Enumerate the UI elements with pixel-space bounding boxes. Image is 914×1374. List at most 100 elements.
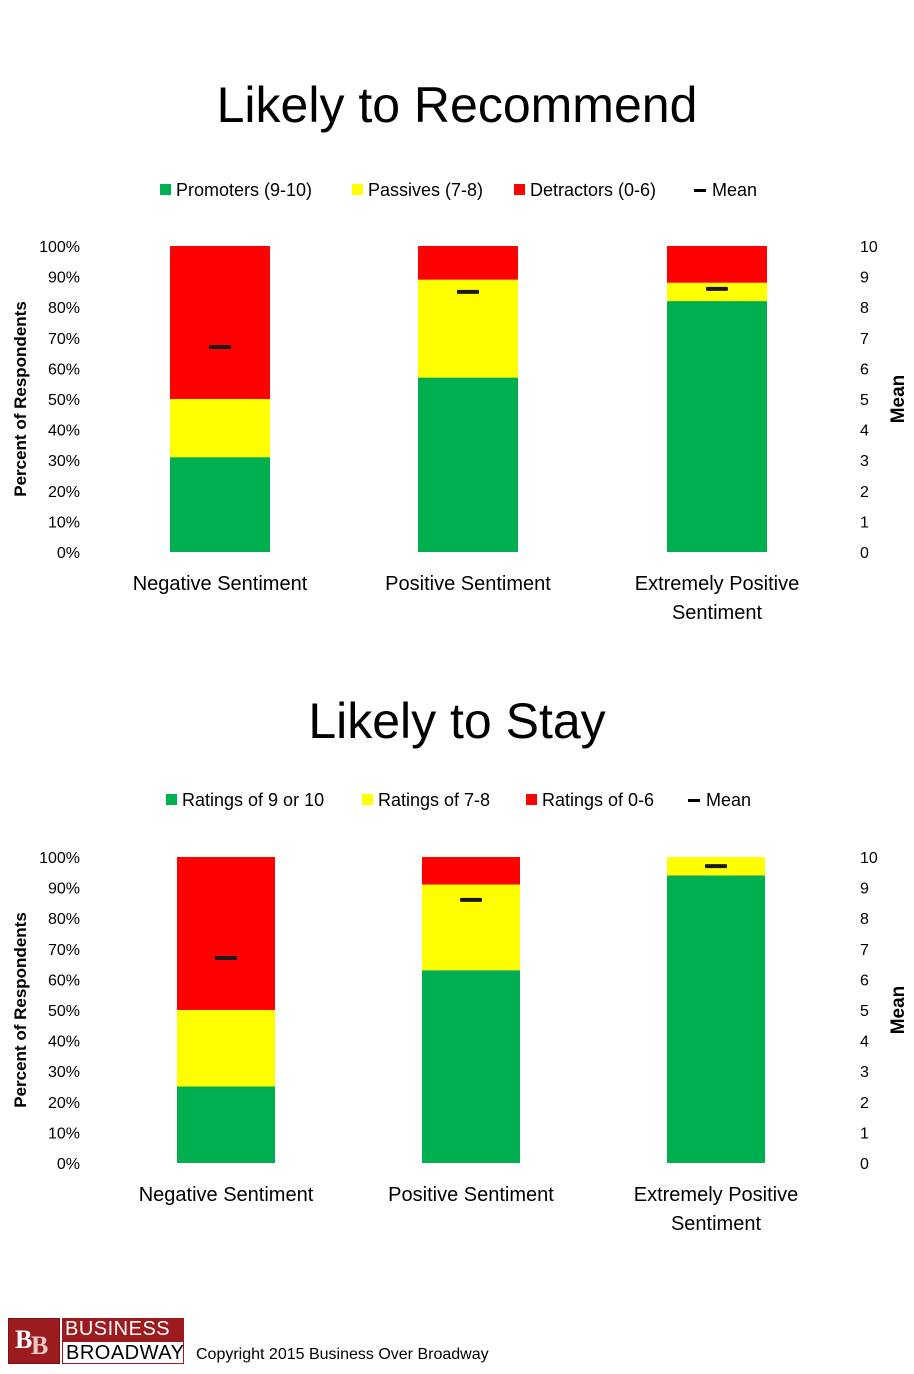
bar-segment	[177, 1010, 275, 1087]
category-label: Sentiment	[672, 602, 762, 624]
y-tick-label: 40%	[48, 423, 80, 440]
mean-marker	[457, 289, 479, 294]
category-label: Positive Sentiment	[385, 573, 551, 595]
legend-swatch	[160, 184, 171, 195]
legend-label: Mean	[706, 790, 751, 810]
legend-swatch	[352, 184, 363, 195]
chart-likely-to-stay: Likely to Stay Ratings of 9 or 10 Ratings …	[0, 610, 914, 1260]
chart-title: Likely to Recommend	[217, 77, 698, 133]
logo-word-business: BUSINESS	[62, 1318, 184, 1341]
y-tick-label: 30%	[48, 1064, 80, 1081]
y-tick-label: 50%	[48, 1003, 80, 1020]
y2-tick-label: 2	[860, 484, 869, 501]
y2-tick-label: 3	[860, 1064, 869, 1081]
y-tick-label: 20%	[48, 484, 80, 501]
bar-segment	[422, 970, 520, 1163]
logo-word-broadway: BROADWAY	[62, 1341, 184, 1364]
legend-swatch	[526, 794, 537, 805]
y2-tick-label: 9	[860, 881, 869, 898]
bar-segment	[177, 1086, 275, 1163]
category-label: Extremely Positive	[635, 573, 800, 595]
legend-label: Ratings of 7-8	[378, 790, 490, 810]
y2-tick-label: 1	[860, 1125, 869, 1142]
legend-swatch	[514, 184, 525, 195]
legend-mean-marker	[688, 799, 700, 802]
y-tick-label: 0%	[57, 1156, 80, 1173]
y-tick-label: 30%	[48, 453, 80, 470]
y-tick-label: 70%	[48, 942, 80, 959]
bar-segment	[422, 884, 520, 971]
bar-segment	[422, 857, 520, 885]
y2-tick-label: 0	[860, 1156, 869, 1173]
footer: B B BUSINESS BROADWAY Copyright 2015 Bus…	[8, 1318, 608, 1366]
y2-tick-label: 6	[860, 972, 869, 989]
y2-tick-label: 1	[860, 514, 869, 531]
chart-title: Likely to Stay	[308, 693, 605, 749]
y-tick-label: 60%	[48, 972, 80, 989]
y-tick-label: 80%	[48, 911, 80, 928]
chart-svg-recommend: Likely to Recommend Promoters (9-10) Passi…	[11, 77, 909, 624]
y2-tick-label: 7	[860, 942, 869, 959]
bar-segment	[418, 279, 518, 378]
mean-marker	[209, 344, 231, 349]
y-axis-label: Percent of Respondents	[11, 301, 30, 497]
y-tick-label: 80%	[48, 300, 80, 317]
y2-tick-label: 5	[860, 392, 869, 409]
legend-label: Detractors (0-6)	[530, 180, 656, 200]
y-tick-label: 10%	[48, 1125, 80, 1142]
legend-label: Promoters (9-10)	[176, 180, 312, 200]
y2-tick-label: 8	[860, 300, 869, 317]
y2-tick-label: 4	[860, 1034, 869, 1051]
legend-label: Mean	[712, 180, 757, 200]
mean-marker	[460, 897, 482, 902]
y-tick-label: 90%	[48, 270, 80, 287]
y-tick-label: 10%	[48, 514, 80, 531]
bar-segment	[170, 457, 270, 552]
y2-tick-label: 9	[860, 270, 869, 287]
y2-tick-label: 6	[860, 361, 869, 378]
bar-segment	[667, 301, 767, 552]
category-label: Sentiment	[671, 1213, 761, 1235]
logo-mark-text-2: B	[31, 1331, 49, 1360]
y2-tick-label: 5	[860, 1003, 869, 1020]
y-tick-label: 60%	[48, 361, 80, 378]
y-axis-label: Percent of Respondents	[11, 912, 30, 1108]
copyright-text: Copyright 2015 Business Over Broadway	[196, 1346, 489, 1363]
legend-label: Ratings of 9 or 10	[182, 790, 324, 810]
chart-svg-stay: Likely to Stay Ratings of 9 or 10 Ratings …	[11, 693, 909, 1235]
y2-tick-label: 2	[860, 1095, 869, 1112]
mean-marker	[705, 864, 727, 869]
category-label: Negative Sentiment	[133, 573, 308, 595]
y2-axis-label: Mean	[888, 375, 909, 424]
category-label: Negative Sentiment	[139, 1184, 314, 1206]
bar-segment	[418, 246, 518, 280]
y2-tick-label: 10	[860, 239, 878, 256]
mean-marker	[706, 286, 728, 291]
bar-segment	[667, 246, 767, 283]
bar-segment	[170, 246, 270, 399]
legend-swatch	[166, 794, 177, 805]
bar-segment	[667, 282, 767, 302]
y-tick-label: 100%	[39, 850, 80, 867]
y2-tick-label: 3	[860, 453, 869, 470]
category-label: Extremely Positive	[634, 1184, 799, 1206]
y2-tick-label: 10	[860, 850, 878, 867]
legend-label: Passives (7-8)	[368, 180, 483, 200]
y-tick-label: 70%	[48, 331, 80, 348]
legend-label: Ratings of 0-6	[542, 790, 654, 810]
y2-tick-label: 4	[860, 423, 869, 440]
chart-likely-to-recommend: Likely to Recommend Promoters (9-10) Passi…	[0, 0, 914, 650]
logo-mark: B B	[8, 1318, 60, 1364]
y2-tick-label: 8	[860, 911, 869, 928]
y-tick-label: 100%	[39, 239, 80, 256]
y-tick-label: 0%	[57, 545, 80, 562]
y-tick-label: 90%	[48, 881, 80, 898]
y-tick-label: 40%	[48, 1034, 80, 1051]
y-tick-label: 20%	[48, 1095, 80, 1112]
bar-segment	[667, 875, 765, 1163]
business-broadway-logo: B B BUSINESS BROADWAY	[8, 1318, 184, 1364]
bar-segment	[170, 399, 270, 458]
y2-tick-label: 7	[860, 331, 869, 348]
y2-tick-label: 0	[860, 545, 869, 562]
category-label: Positive Sentiment	[388, 1184, 554, 1206]
